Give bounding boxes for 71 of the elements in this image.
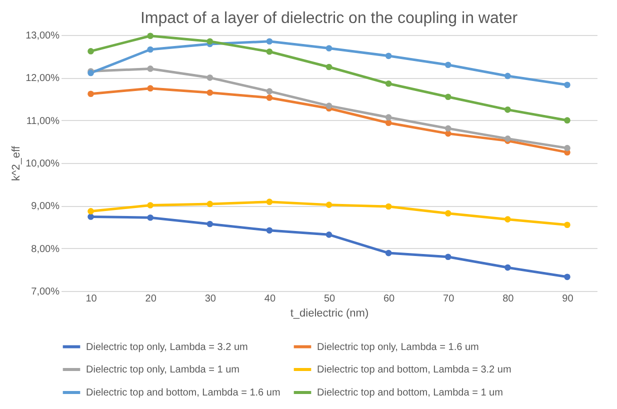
point <box>266 88 273 94</box>
point <box>564 82 570 88</box>
point <box>444 94 452 100</box>
legend-label: Dielectric top only, Lambda = 1.6 um <box>317 342 479 353</box>
point <box>504 72 511 80</box>
point <box>385 52 392 60</box>
point <box>206 200 214 208</box>
point <box>564 144 570 152</box>
point <box>147 202 154 208</box>
x-tick-label: 30 <box>204 294 216 304</box>
point <box>564 117 570 124</box>
point <box>206 220 214 228</box>
point <box>147 85 154 92</box>
point <box>444 125 452 132</box>
point <box>444 62 452 68</box>
point <box>385 120 392 126</box>
point <box>147 32 154 40</box>
point <box>326 202 332 208</box>
point <box>564 222 570 228</box>
point <box>326 102 332 109</box>
point <box>88 48 94 54</box>
point <box>147 46 154 53</box>
point <box>385 114 392 120</box>
point <box>266 198 273 205</box>
point <box>206 89 214 96</box>
y-tick-label: 9,00% <box>31 201 60 212</box>
point <box>88 214 94 220</box>
point <box>147 214 154 221</box>
y-tick-label: 12,00% <box>26 73 60 84</box>
point <box>266 94 273 101</box>
y-tick-label: 13,00% <box>26 30 60 42</box>
point <box>147 66 154 72</box>
point <box>504 216 511 222</box>
point <box>206 38 214 45</box>
point <box>326 232 332 238</box>
point <box>326 45 332 52</box>
point <box>266 48 273 55</box>
point <box>385 250 392 256</box>
point <box>266 227 273 234</box>
x-tick-label: 10 <box>86 294 98 304</box>
legend-label: Dielectric top only, Lambda = 3.2 um <box>86 342 248 353</box>
legend-label: Dielectric top and bottom, Lambda = 1.6 um <box>86 388 280 398</box>
y-tick-label: 8,00% <box>31 244 60 255</box>
legend-label: Dielectric top and bottom, Lambda = 1 um <box>317 388 503 398</box>
y-axis-title: k^2_eff <box>10 145 23 181</box>
chart-title: Impact of a layer of dielectric on the coupling in water <box>140 10 518 27</box>
y-tick-label: 10,00% <box>26 158 60 170</box>
x-tick-label: 50 <box>324 294 336 304</box>
point <box>326 64 332 70</box>
point <box>504 106 511 113</box>
point <box>385 80 392 87</box>
point <box>504 264 511 271</box>
y-tick-label: 11,00% <box>26 116 60 127</box>
x-tick-label: 40 <box>264 294 276 304</box>
legend-label: Dielectric top only, Lambda = 1 um <box>86 364 240 376</box>
x-tick-label: 70 <box>443 294 455 304</box>
point <box>444 210 452 216</box>
x-tick-label: 90 <box>562 294 574 304</box>
legend-label: Dielectric top and bottom, Lambda = 3.2 um <box>317 364 512 376</box>
point <box>564 274 570 280</box>
x-tick-label: 60 <box>383 294 396 304</box>
x-tick-label: 20 <box>145 294 157 304</box>
point <box>444 254 452 260</box>
point <box>206 74 214 81</box>
point <box>88 90 94 98</box>
x-tick-label: 80 <box>502 294 514 304</box>
point <box>385 203 392 210</box>
y-tick-label: 7,00% <box>31 286 60 298</box>
point <box>266 38 273 45</box>
point <box>88 208 94 214</box>
x-axis-title: t_dielectric (nm) <box>290 308 369 320</box>
